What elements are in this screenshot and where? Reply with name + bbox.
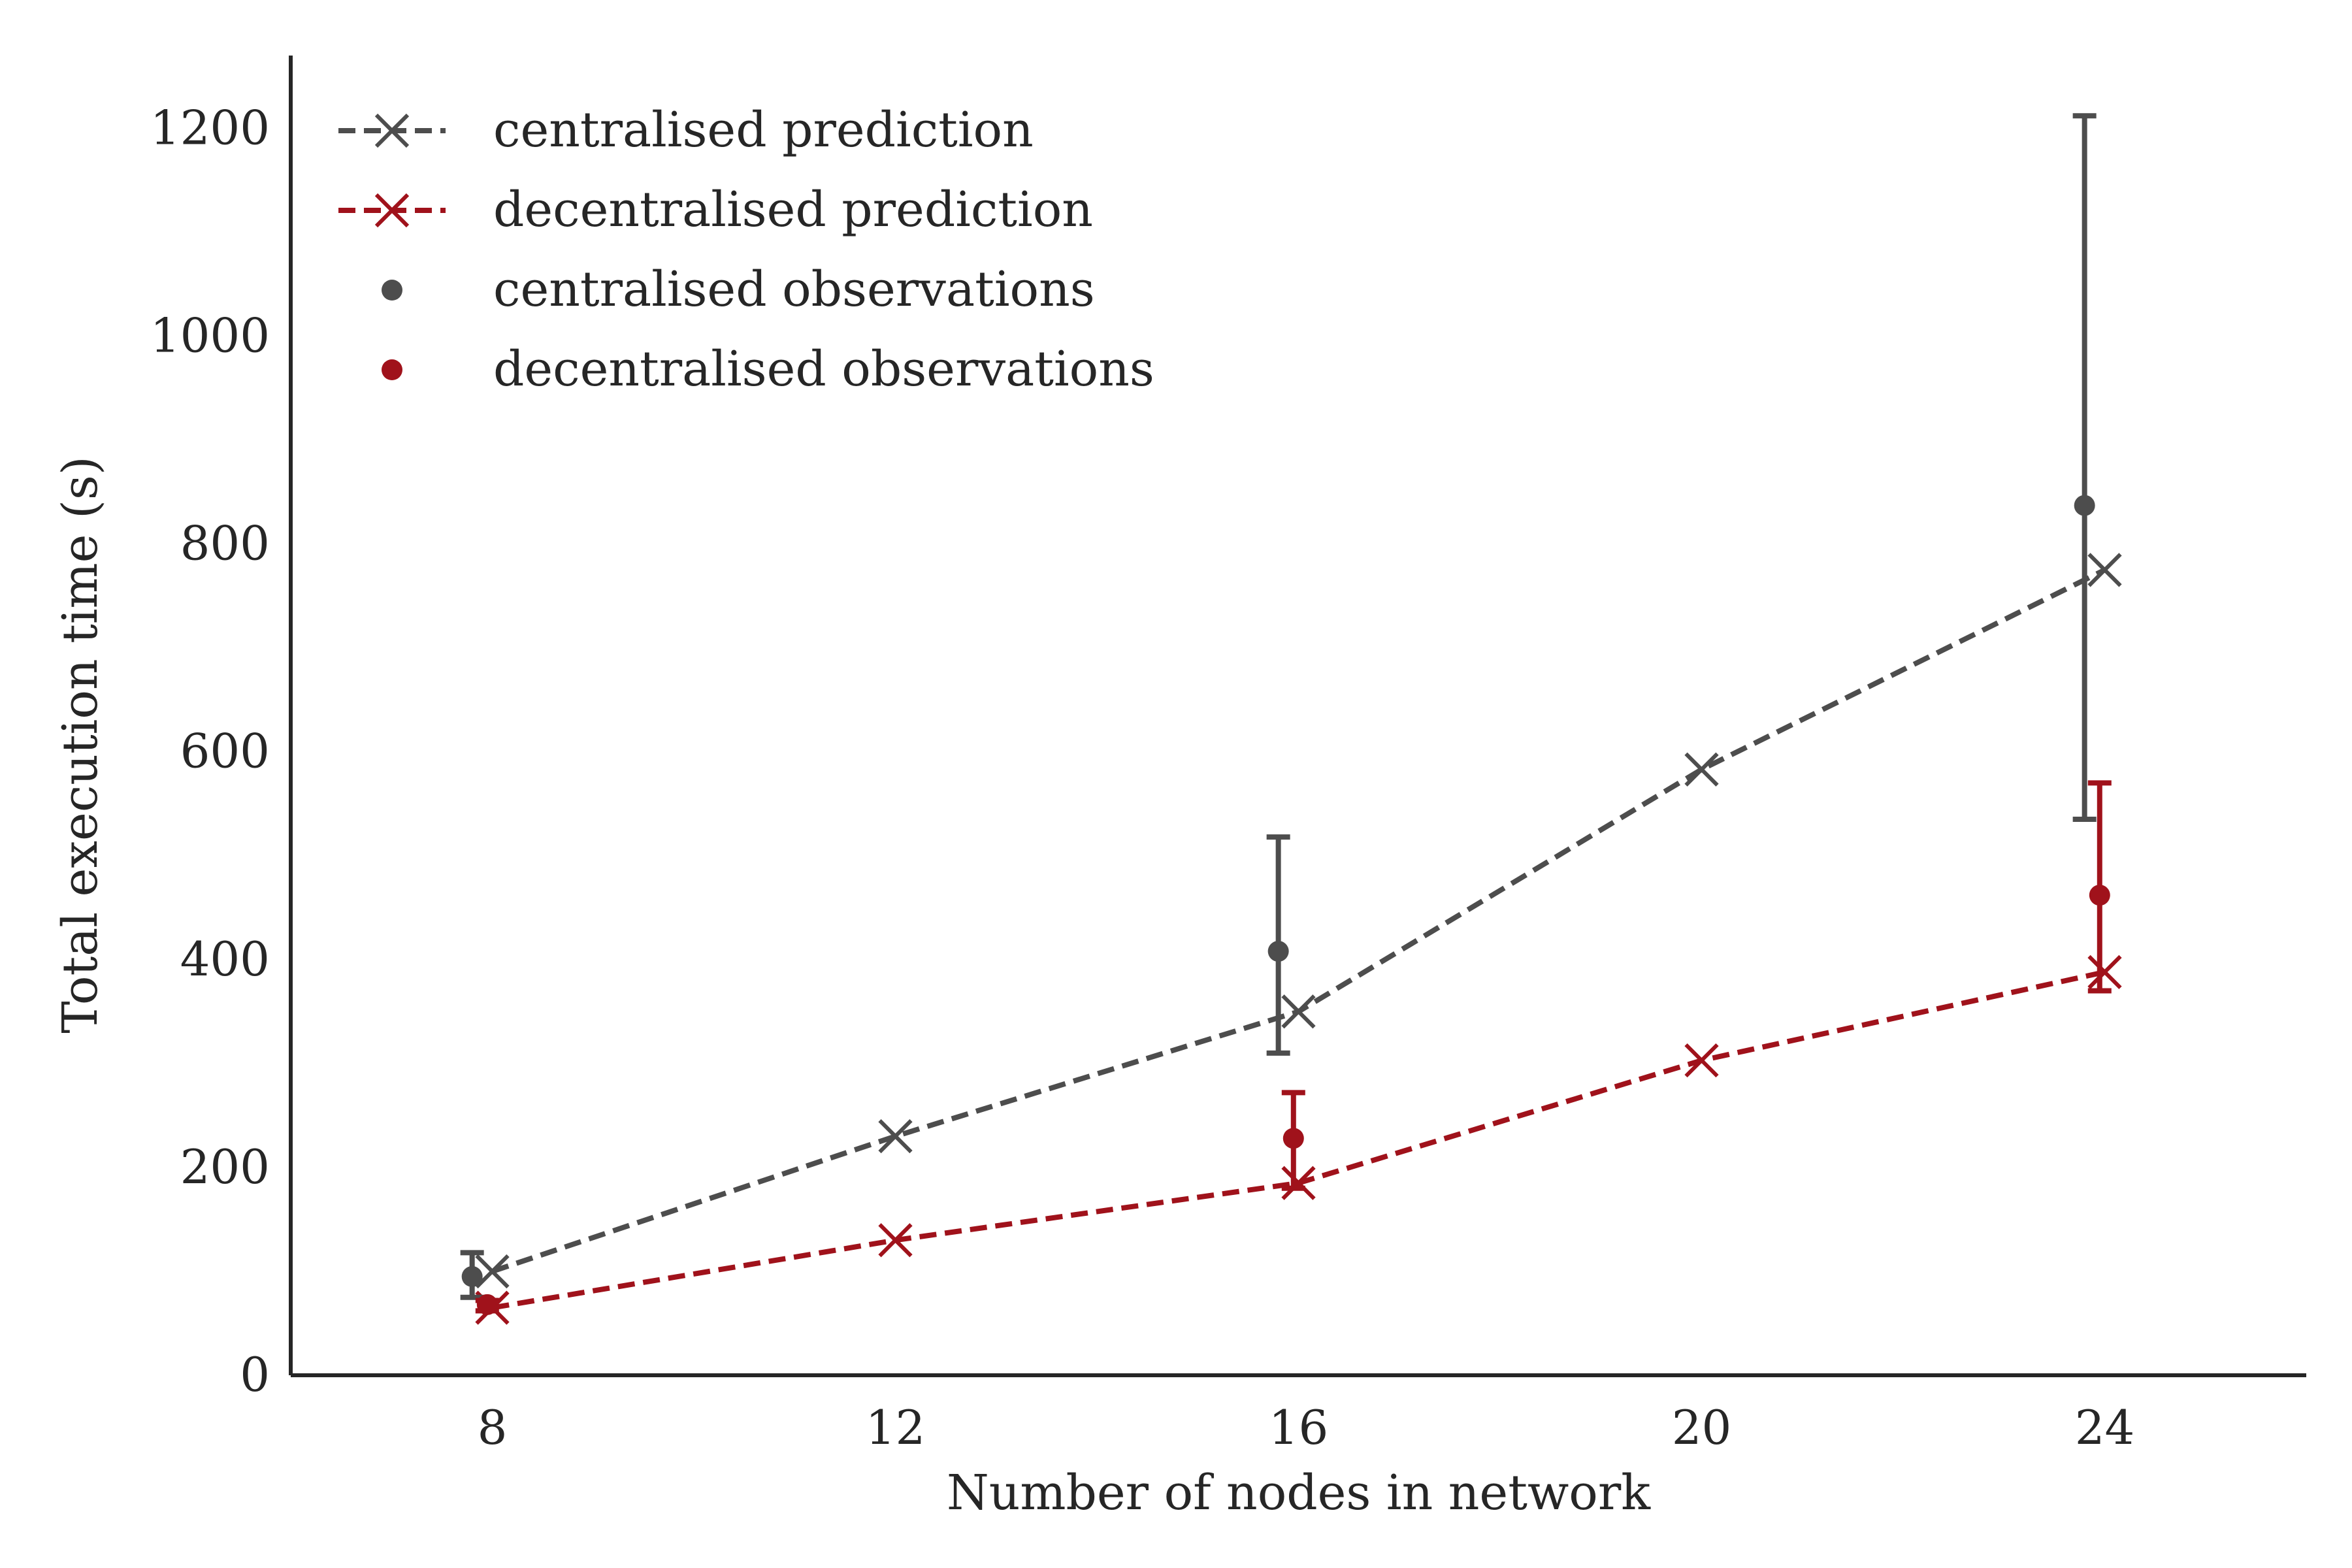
x-marker [1684, 1043, 1719, 1078]
x-marker-stroke [1684, 752, 1719, 787]
x-marker-stroke [1281, 1166, 1316, 1200]
y-tick-labels: 0 200 400 600 800 1000 1200 [150, 100, 270, 1402]
legend-swatch-dot [382, 280, 402, 301]
x-marker [2087, 553, 2122, 587]
legend-x-marker [374, 193, 410, 228]
x-tick-label: 16 [1269, 1400, 1329, 1455]
x-marker-stroke [1684, 1043, 1719, 1078]
x-tick-label: 24 [2075, 1400, 2135, 1455]
data-point [2074, 495, 2095, 516]
y-tick-label: 600 [180, 724, 270, 779]
y-tick-label: 800 [180, 516, 270, 571]
legend-item: centralised observations [382, 261, 1095, 318]
y-tick-label: 0 [240, 1347, 270, 1402]
x-marker-stroke [2087, 553, 2122, 587]
plot-area [460, 113, 2122, 1325]
y-tick-label: 200 [180, 1139, 270, 1194]
legend-item: decentralised observations [382, 341, 1154, 397]
y-tick-label: 1000 [150, 308, 270, 363]
x-tick-label: 8 [478, 1400, 508, 1455]
x-axis-label: Number of nodes in network [947, 1465, 1651, 1521]
x-marker [475, 1254, 510, 1289]
x-marker-stroke [878, 1119, 913, 1154]
legend-x-marker-stroke [374, 193, 410, 228]
x-tick-label: 12 [866, 1400, 926, 1455]
x-marker [1281, 994, 1316, 1029]
data-point [2089, 885, 2110, 906]
x-marker [1684, 752, 1719, 787]
legend-label: decentralised observations [493, 341, 1154, 397]
y-axis-label: Total execution time (s) [52, 456, 108, 1033]
x-marker-stroke [878, 1223, 913, 1258]
x-marker [2087, 955, 2122, 989]
legend-x-marker-stroke [374, 113, 410, 148]
x-tick-label: 20 [1672, 1400, 1732, 1455]
x-marker [1281, 1166, 1316, 1200]
series-centralised-prediction [475, 553, 2122, 1289]
data-point [461, 1266, 483, 1287]
y-tick-label: 400 [180, 932, 270, 987]
x-marker-stroke [2087, 955, 2122, 989]
series-centralised-observations [460, 113, 2097, 1300]
legend-label: centralised prediction [493, 102, 1034, 158]
data-point [1267, 941, 1289, 962]
x-marker [878, 1223, 913, 1258]
legend-x-marker [374, 113, 410, 148]
x-marker-stroke [1281, 994, 1316, 1029]
legend: centralised prediction decentralised pred… [338, 102, 1154, 397]
data-point [1282, 1128, 1304, 1149]
legend-item: decentralised prediction [338, 182, 1093, 238]
x-marker-stroke [475, 1254, 510, 1289]
legend-label: centralised observations [493, 261, 1095, 318]
x-tick-labels: 8 12 16 20 24 [478, 1400, 2135, 1455]
x-marker [878, 1119, 913, 1154]
data-point [476, 1294, 498, 1315]
y-tick-label: 1200 [150, 100, 270, 155]
legend-item: centralised prediction [338, 102, 1034, 158]
legend-swatch-dot [382, 359, 402, 380]
legend-label: decentralised prediction [493, 182, 1093, 238]
series-decentralised-observations [475, 780, 2112, 1315]
